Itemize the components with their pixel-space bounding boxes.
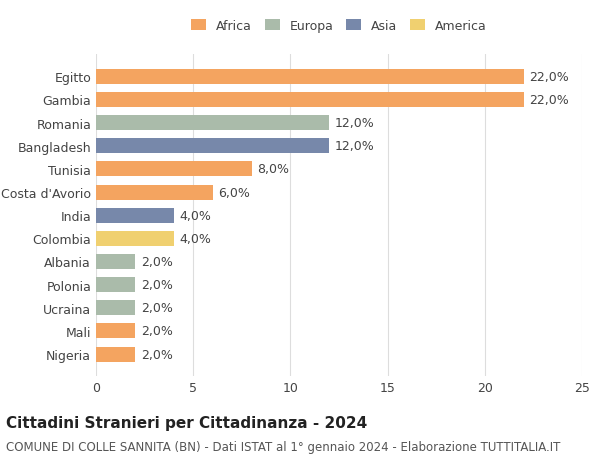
Bar <box>96 254 135 269</box>
Text: 22,0%: 22,0% <box>530 71 569 84</box>
Text: 2,0%: 2,0% <box>141 255 173 269</box>
Text: Cittadini Stranieri per Cittadinanza - 2024: Cittadini Stranieri per Cittadinanza - 2… <box>6 415 367 430</box>
Bar <box>96 278 135 292</box>
Text: COMUNE DI COLLE SANNITA (BN) - Dati ISTAT al 1° gennaio 2024 - Elaborazione TUTT: COMUNE DI COLLE SANNITA (BN) - Dati ISTA… <box>6 440 560 453</box>
Text: 2,0%: 2,0% <box>141 302 173 314</box>
Text: 6,0%: 6,0% <box>218 186 250 199</box>
Bar <box>96 162 251 177</box>
Bar <box>96 324 135 339</box>
Text: 22,0%: 22,0% <box>530 94 569 107</box>
Bar <box>96 231 174 246</box>
Bar <box>96 301 135 316</box>
Text: 8,0%: 8,0% <box>257 163 289 176</box>
Text: 2,0%: 2,0% <box>141 279 173 291</box>
Bar <box>96 93 524 108</box>
Bar <box>96 70 524 85</box>
Bar <box>96 116 329 131</box>
Text: 2,0%: 2,0% <box>141 325 173 338</box>
Bar <box>96 208 174 223</box>
Text: 12,0%: 12,0% <box>335 117 375 130</box>
Text: 4,0%: 4,0% <box>179 232 211 245</box>
Text: 2,0%: 2,0% <box>141 348 173 361</box>
Text: 4,0%: 4,0% <box>179 209 211 222</box>
Bar <box>96 139 329 154</box>
Text: 12,0%: 12,0% <box>335 140 375 153</box>
Legend: Africa, Europa, Asia, America: Africa, Europa, Asia, America <box>191 20 487 33</box>
Bar <box>96 347 135 362</box>
Bar <box>96 185 212 200</box>
